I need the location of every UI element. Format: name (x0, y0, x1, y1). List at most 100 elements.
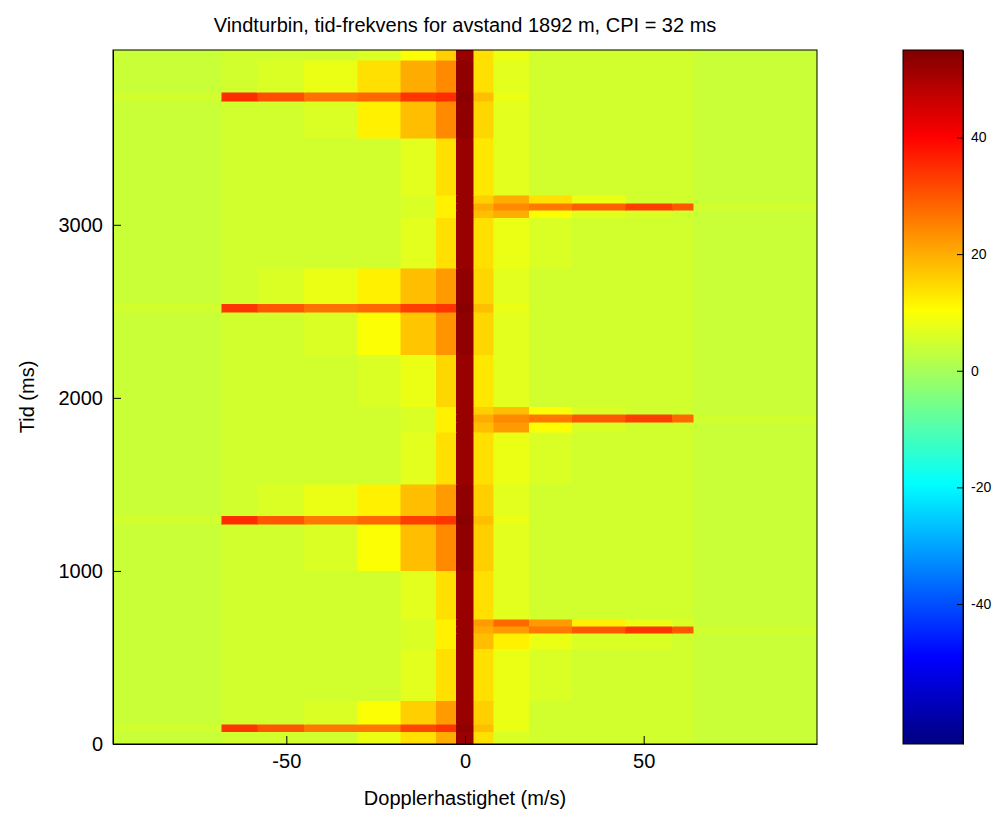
heatmap-cell (456, 432, 474, 484)
heatmap-cell (694, 268, 817, 303)
heatmap-cell (222, 422, 258, 432)
heatmap-cell (694, 414, 817, 422)
heatmap-cell (672, 516, 693, 525)
heatmap-cell (694, 60, 817, 92)
heatmap-cell (401, 571, 437, 619)
heatmap-cell (222, 626, 258, 633)
heatmap-cell (494, 724, 530, 732)
heatmap-cell (494, 649, 530, 701)
heatmap-cell (436, 633, 456, 649)
heatmap-cell (529, 268, 572, 303)
heatmap-cell (494, 626, 530, 633)
heatmap-cell (456, 649, 474, 701)
heatmap-cell (358, 92, 401, 101)
heatmap-cell (694, 732, 817, 744)
heatmap-cell (222, 524, 258, 571)
heatmap-cell (626, 732, 672, 744)
heatmap-cell (456, 50, 474, 60)
heatmap-cell (694, 138, 817, 195)
x-axis-tick-mark (644, 736, 645, 744)
plot-frame (113, 50, 817, 744)
colorbar-axis: -40-2002040 (957, 51, 991, 745)
heatmap-cell (694, 422, 817, 432)
heatmap-cell (113, 484, 222, 515)
heatmap-cell (456, 407, 474, 415)
heatmap-cell (222, 484, 258, 515)
y-axis-title: Tid (ms) (16, 361, 38, 434)
heatmap-cell (572, 304, 626, 313)
heatmap-cell (529, 92, 572, 101)
heatmap-cell (672, 195, 693, 203)
heatmap-cell (672, 138, 693, 195)
heatmap-cell (626, 571, 672, 619)
y-axis-tick: 1000 (59, 560, 122, 582)
heatmap-cell (358, 432, 401, 484)
heatmap-cell (529, 516, 572, 525)
heatmap-cell (456, 203, 474, 210)
heatmap-cell (694, 484, 817, 515)
y-axis-tick-label: 0 (92, 733, 103, 755)
heatmap-cell (626, 649, 672, 701)
heatmap-cell (358, 422, 401, 432)
y-axis-tick: 0 (92, 733, 121, 755)
heatmap-cell (304, 626, 358, 633)
colorbar-axis-tick: 0 (957, 363, 979, 379)
heatmap-cell (436, 701, 456, 724)
heatmap-cell (572, 484, 626, 515)
heatmap-cell (494, 619, 530, 626)
heatmap-cell (474, 649, 494, 701)
heatmap-cell (258, 304, 304, 313)
heatmap-cell (304, 210, 358, 218)
heatmap-cell (113, 414, 222, 422)
heatmap-cell (258, 414, 304, 422)
heatmap-cell (304, 203, 358, 210)
heatmap-cell (436, 210, 456, 218)
heatmap-cell (258, 516, 304, 525)
heatmap-cell (304, 432, 358, 484)
heatmap-cell (222, 312, 258, 354)
heatmap-cell (572, 312, 626, 354)
heatmap-cell (694, 203, 817, 210)
heatmap-cell (456, 732, 474, 744)
heatmap-cell (529, 312, 572, 354)
heatmap-cell (222, 633, 258, 649)
y-axis-line (113, 51, 114, 745)
heatmap-cell (626, 138, 672, 195)
heatmap-cell (258, 60, 304, 92)
heatmap-cell (222, 407, 258, 415)
heatmap-cell (113, 101, 222, 138)
heatmap-cell (436, 432, 456, 484)
heatmap-cell (304, 524, 358, 571)
heatmap-cell (672, 432, 693, 484)
heatmap-cell (529, 649, 572, 701)
heatmap-cell (258, 524, 304, 571)
heatmap-cell (358, 407, 401, 415)
heatmap-cell (358, 516, 401, 525)
heatmap-cell (258, 203, 304, 210)
heatmap-cell (672, 50, 693, 60)
heatmap-cell (401, 619, 437, 626)
heatmap-cell (304, 484, 358, 515)
heatmap-cell (258, 312, 304, 354)
heatmap-cell (436, 422, 456, 432)
heatmap-cell (626, 516, 672, 525)
heatmap-cell (572, 414, 626, 422)
heatmap-cell (222, 92, 258, 101)
heatmap-cell (401, 138, 437, 195)
heatmap-cell (113, 268, 222, 303)
heatmap-cell (672, 210, 693, 218)
heatmap-cell (494, 138, 530, 195)
heatmap-cell (113, 633, 222, 649)
heatmap-cell (626, 422, 672, 432)
heatmap-cell (358, 724, 401, 732)
heatmap-cell (358, 355, 401, 407)
heatmap-cell (672, 524, 693, 571)
heatmap-cell (672, 633, 693, 649)
colorbar-axis-tick-mark (957, 487, 963, 488)
heatmap-cell (401, 312, 437, 354)
heatmap-cell (626, 92, 672, 101)
heatmap-cell (694, 218, 817, 268)
heatmap-cell (572, 407, 626, 415)
heatmap-cell (258, 626, 304, 633)
heatmap-cell (694, 50, 817, 60)
